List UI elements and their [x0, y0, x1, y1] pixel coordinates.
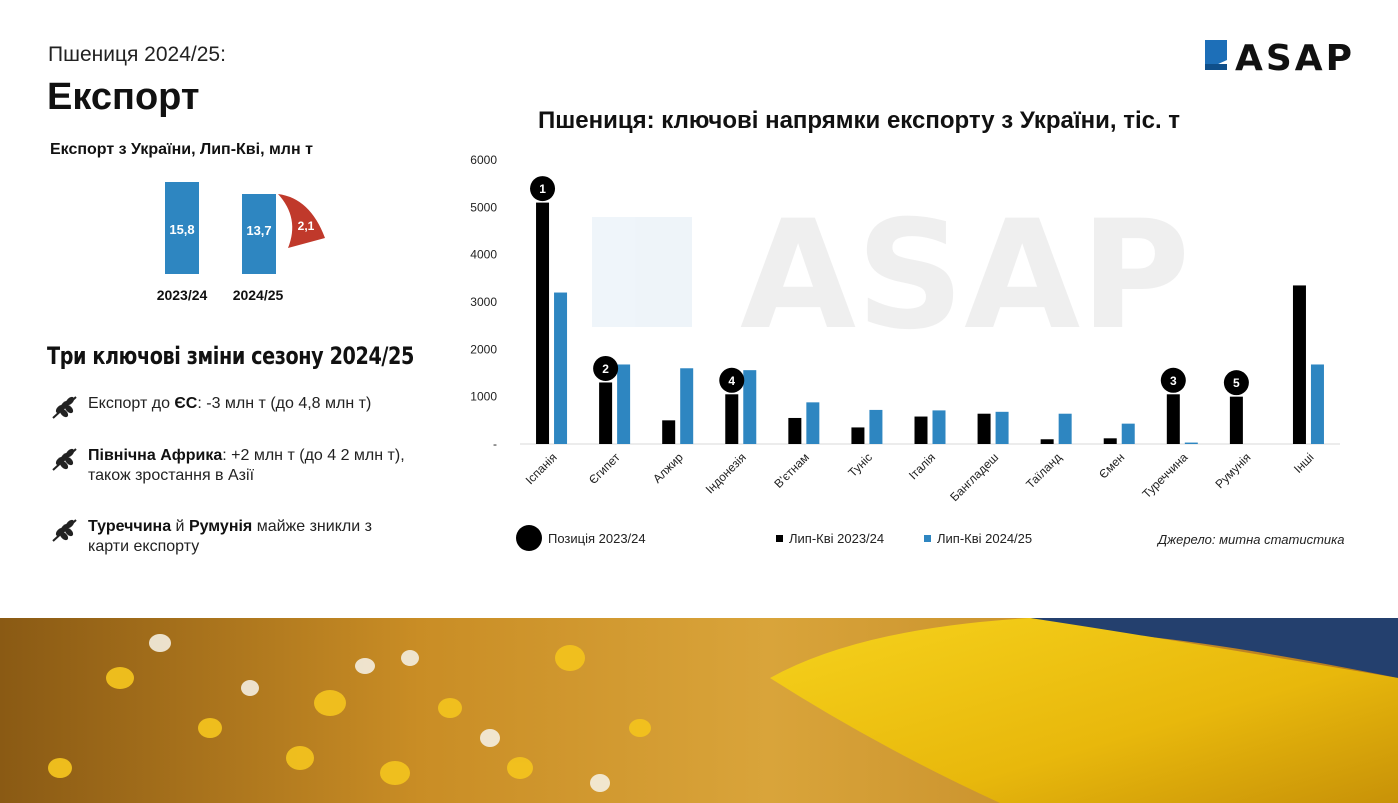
watermark: ASAP: [592, 189, 1190, 363]
bar-2023-24: [1166, 394, 1180, 444]
summary-year-2024-25: 2024/25: [232, 287, 284, 303]
position-marker: [719, 367, 745, 393]
bar-2024-25: [869, 409, 883, 444]
x-tick-label: Іспанія: [523, 450, 560, 487]
wheat-icon: [52, 448, 77, 471]
bar-2024-25: [932, 410, 946, 444]
bar-2023-24: [662, 420, 676, 444]
x-tick-label: Алжир: [650, 450, 686, 486]
bar-2023-24: [851, 427, 865, 444]
decline-wedge: [278, 194, 325, 248]
legend-position: Позиція 2023/24: [516, 525, 646, 551]
x-tick-label: Таїланд: [1023, 450, 1064, 491]
position-marker: [530, 176, 556, 202]
summary-bar-2024-25-label: 13,7: [246, 223, 271, 238]
change-text-turkey-romania: Туреччина й Румунія майже зникли з карти…: [88, 518, 372, 555]
logo-mark-base: [1205, 64, 1227, 70]
x-tick-label: Туреччина: [1140, 450, 1191, 501]
x-tick-label: Індонезія: [703, 450, 749, 496]
position-marker: [1160, 367, 1186, 393]
bar-2023-24: [1292, 285, 1306, 444]
bar-2023-24: [914, 416, 928, 444]
legend-series-2324-swatch: [776, 534, 783, 542]
svg-text:ASAP: ASAP: [740, 189, 1190, 363]
flag-yellow: [770, 618, 1398, 803]
bar-2023-24: [536, 202, 550, 444]
bar-2023-24: [599, 382, 613, 444]
x-tick-label: В'єтнам: [771, 450, 812, 491]
export-destinations-chart: ASAP - 1000 2000 3000 4000 5000 6000 Іспанія Єги…: [470, 153, 1340, 504]
bar-2024-25: [1058, 413, 1072, 444]
position-marker: [593, 355, 619, 381]
y-tick-label: 1000: [470, 390, 497, 404]
x-tick-label: Інші: [1291, 450, 1317, 476]
legend-series-2425: Лип-Кві 2024/25: [924, 525, 1032, 551]
pale-kernels: [149, 634, 610, 792]
summary-bar-2024-25: [242, 194, 276, 274]
legend-series-2425-swatch: [924, 534, 931, 542]
wheat-icon: [52, 396, 77, 419]
change-text-north-africa: Північна Африка: +2 млн т (до 4 2 млн т)…: [88, 447, 405, 484]
change-item-turkey-romania: Туреччина й Румунія майже зникли з карти…: [50, 517, 410, 557]
legend-series-2324: Лип-Кві 2023/24: [776, 525, 884, 551]
page-subtitle: Пшениця 2024/25:: [48, 43, 226, 66]
legend-series-2425-label: Лип-Кві 2024/25: [937, 530, 1033, 546]
decline-label: 2,1: [298, 219, 315, 233]
position-marker-label: 2: [602, 362, 609, 376]
y-tick-label: 5000: [470, 200, 497, 214]
y-tick-label: 2000: [470, 342, 497, 356]
position-marker-label: 5: [1233, 376, 1240, 390]
bar-2023-24: [725, 394, 739, 444]
position-marker: [1223, 370, 1249, 396]
key-changes-title: Три ключові зміни сезону 2024/25: [47, 342, 414, 370]
legend-position-marker: [516, 525, 542, 551]
wheat-icon: [52, 519, 77, 542]
bar-2023-24: [1103, 438, 1117, 444]
bar-2023-24: [977, 413, 991, 444]
chart-title: Пшениця: ключові напрямки експорту з Укр…: [538, 107, 1181, 134]
bar-2023-24: [1040, 439, 1054, 444]
bar-2024-25: [806, 402, 820, 444]
bar-2024-25: [995, 411, 1009, 444]
logo-text: ASAP: [1235, 38, 1355, 74]
change-text-eu: Експорт до ЄС: -3 млн т (до 4,8 млн т): [88, 395, 372, 412]
legend-series-2324-label: Лип-Кві 2023/24: [789, 530, 885, 546]
x-tick-label: Італія: [906, 450, 938, 482]
grain-flag-photo: [0, 618, 1398, 803]
bar-2024-25: [1310, 364, 1324, 444]
y-tick-label: 6000: [470, 153, 497, 167]
bar-2024-25: [1184, 442, 1198, 444]
x-tick-label: Єгипет: [586, 450, 623, 487]
summary-bar-2023-24-label: 15,8: [169, 222, 194, 237]
change-item-north-africa: Північна Африка: +2 млн т (до 4 2 млн т)…: [50, 446, 410, 486]
x-tick-label: Туніс: [845, 450, 875, 480]
bar-2024-25: [554, 292, 568, 444]
bar-2024-25: [617, 364, 631, 444]
y-tick-label: 4000: [470, 248, 497, 262]
bar-2024-25: [680, 368, 694, 444]
y-tick-label: -: [493, 437, 497, 451]
change-item-eu: Експорт до ЄС: -3 млн т (до 4,8 млн т): [50, 394, 410, 420]
summary-bar-2023-24: [165, 182, 199, 274]
corn-kernels: [48, 645, 651, 785]
summary-chart: 15,8 13,7 2,1: [165, 182, 325, 274]
x-tick-label: Ємен: [1096, 450, 1127, 481]
y-tick-label: 3000: [470, 295, 497, 309]
legend-position-label: Позиція 2023/24: [548, 530, 646, 546]
source-note: Джерело: митна статистика: [1158, 532, 1345, 547]
bar-2024-25: [743, 370, 757, 444]
position-marker-label: 1: [539, 182, 546, 196]
position-marker-label: 4: [728, 374, 735, 388]
bar-2023-24: [788, 417, 802, 444]
position-marker-label: 3: [1170, 374, 1177, 388]
bar-2023-24: [1229, 396, 1243, 444]
asap-logo: ASAP: [1205, 38, 1355, 74]
page-title: Експорт: [47, 76, 200, 118]
summary-year-2023-24: 2023/24: [156, 287, 208, 303]
summary-title: Експорт з України, Лип-Кві, млн т: [50, 141, 313, 158]
x-tick-label: Румунія: [1212, 450, 1253, 491]
bar-2024-25: [1121, 423, 1135, 444]
x-tick-label: Бангладеш: [947, 450, 1001, 504]
